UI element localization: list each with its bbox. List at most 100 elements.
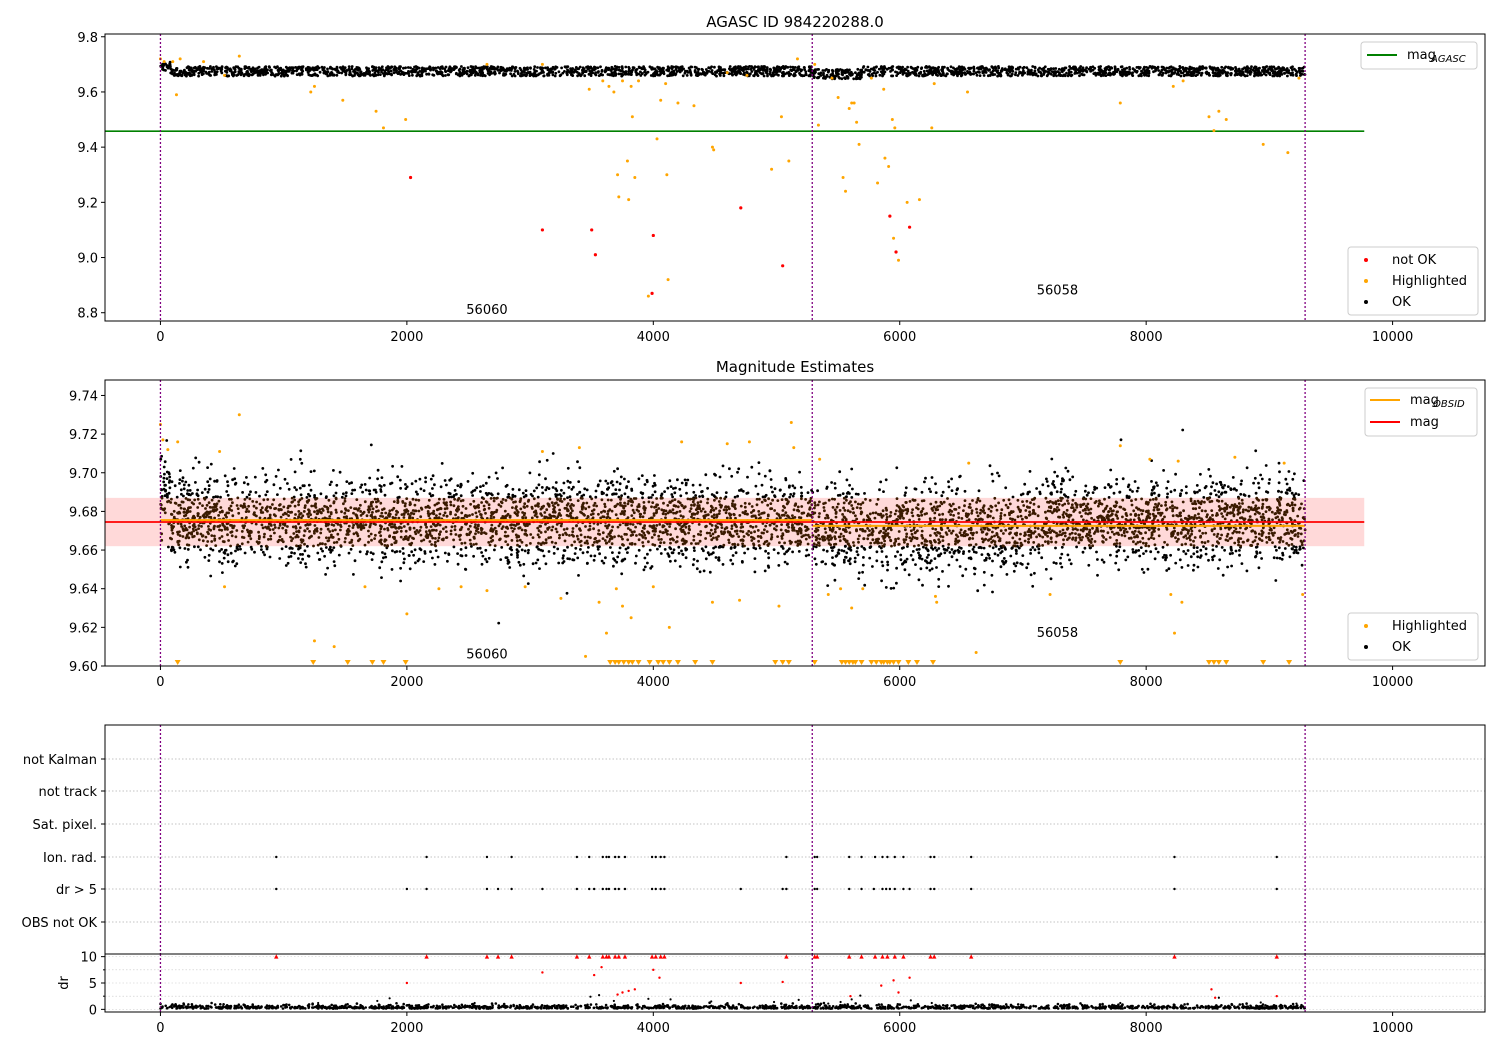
ok-point — [639, 74, 643, 77]
ok-point — [728, 67, 731, 71]
ok-point — [1195, 484, 1199, 487]
ok-point — [895, 74, 898, 77]
ok-point — [962, 550, 965, 554]
ok-point — [597, 70, 600, 73]
ok-point — [1066, 495, 1070, 499]
ok-point — [799, 74, 803, 77]
ok-point — [489, 492, 493, 496]
ok-point — [1037, 551, 1041, 555]
ok-point — [896, 550, 899, 554]
ok-point — [625, 486, 628, 490]
ok-point — [1109, 553, 1112, 557]
ok-point — [620, 559, 624, 563]
ok-point — [623, 557, 627, 561]
ok-point — [1290, 491, 1294, 495]
ok-point — [247, 67, 251, 70]
ok-point — [1301, 69, 1305, 73]
ok-point — [1154, 481, 1158, 485]
ok-point — [1134, 549, 1138, 552]
ok-point — [1157, 69, 1160, 72]
ok-point — [358, 550, 362, 554]
ok-point — [868, 546, 872, 549]
ok-point — [1143, 70, 1147, 74]
ok-point — [1113, 72, 1116, 76]
ok-point — [609, 546, 612, 549]
ok-point — [253, 550, 256, 554]
ok-point — [937, 65, 940, 69]
ok-point — [1255, 71, 1258, 74]
ok-point — [1224, 490, 1228, 494]
ok-point — [1087, 67, 1091, 71]
ok-point — [371, 511, 374, 514]
ok-point — [1289, 73, 1293, 77]
ok-point — [1263, 66, 1267, 70]
ok-point — [718, 475, 722, 479]
ok-point — [880, 70, 884, 74]
ok-point — [1150, 493, 1154, 497]
ok-point — [196, 506, 200, 509]
ok-point — [1054, 540, 1058, 544]
ok-point — [559, 494, 563, 498]
highlighted-point — [779, 115, 783, 119]
ok-point — [764, 493, 768, 497]
ok-point — [596, 547, 600, 551]
ok-point — [646, 552, 649, 556]
ok-point — [263, 532, 266, 536]
ok-point — [947, 480, 950, 484]
ok-point — [499, 558, 503, 561]
obsid-label: 56058 — [1037, 284, 1078, 299]
ok-point — [1220, 499, 1224, 503]
ok-point — [963, 67, 967, 71]
ok-point — [516, 555, 519, 559]
ok-point — [904, 486, 908, 490]
highlighted-point — [202, 60, 206, 64]
ok-point — [693, 549, 696, 552]
ok-point — [1070, 73, 1074, 77]
ok-point — [290, 551, 293, 555]
ok-point — [704, 473, 708, 477]
ok-point — [600, 492, 604, 496]
ok-point — [340, 71, 344, 75]
ok-point — [791, 550, 794, 554]
ok-point — [953, 67, 957, 71]
ok-point — [1137, 513, 1141, 517]
ok-point — [406, 522, 410, 526]
ok-point — [210, 70, 214, 73]
ok-point — [293, 486, 297, 489]
ok-point — [1177, 67, 1181, 71]
ok-point — [1192, 67, 1196, 70]
ok-point — [237, 70, 241, 74]
ok-point — [467, 74, 471, 78]
ok-point — [444, 65, 448, 69]
ok-point — [516, 550, 520, 553]
ok-point — [868, 556, 872, 560]
ok-point — [578, 65, 582, 69]
ok-point — [340, 66, 343, 70]
ok-point — [911, 550, 915, 553]
ok-point — [750, 505, 754, 508]
y-tick-label: 9.4 — [77, 141, 98, 156]
ok-point — [978, 74, 982, 77]
ok-point — [1277, 461, 1281, 465]
ok-point — [693, 65, 697, 69]
ok-point — [323, 71, 327, 75]
ok-point — [288, 547, 292, 550]
ok-point — [783, 493, 786, 496]
ok-point — [329, 545, 332, 549]
ok-point — [1012, 569, 1016, 573]
ok-point — [933, 69, 937, 73]
ok-point — [369, 443, 373, 447]
ok-point — [1285, 492, 1289, 495]
ok-point — [444, 74, 447, 77]
ok-point — [987, 69, 990, 72]
ok-point — [554, 487, 558, 491]
ok-point — [1147, 537, 1151, 541]
ok-point — [249, 68, 253, 72]
ok-point — [1253, 476, 1257, 480]
ok-point — [1127, 496, 1131, 499]
ok-point — [642, 568, 646, 572]
highlighted-point — [637, 79, 641, 83]
ok-point — [226, 480, 229, 484]
ok-point — [565, 591, 569, 595]
